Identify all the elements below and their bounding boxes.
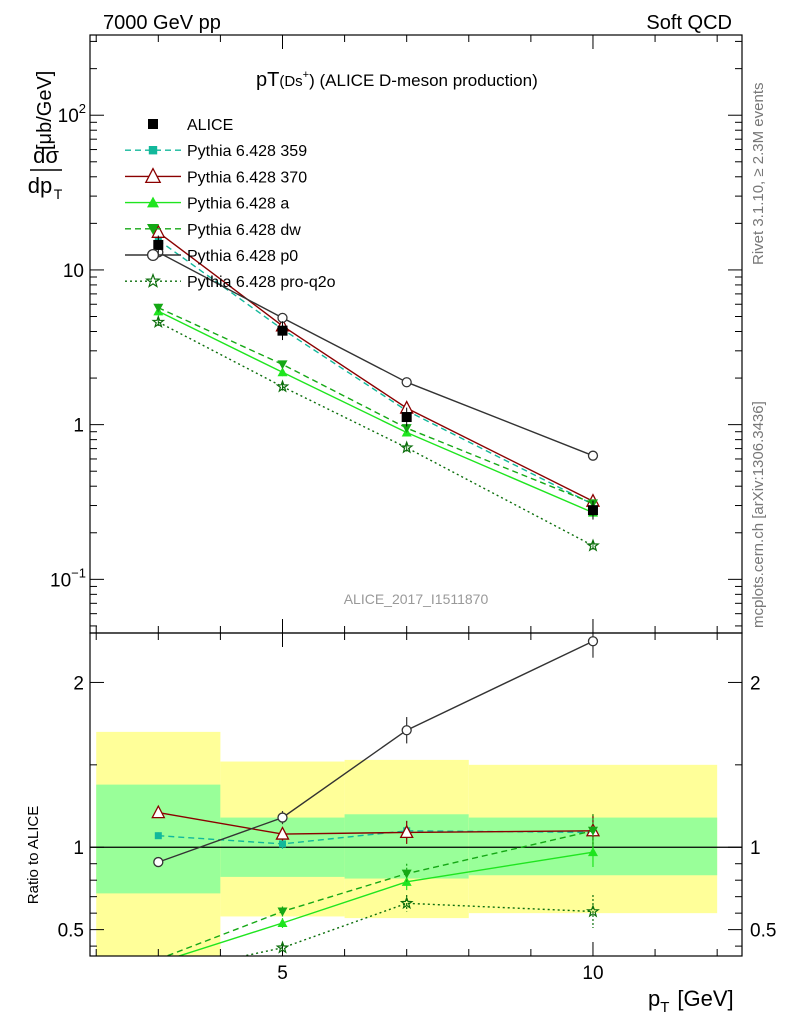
main-marker-series-3 — [401, 424, 412, 434]
legend-label-series-1: Pythia 6.428 370 — [187, 169, 307, 186]
ratio-line-series-4 — [158, 640, 594, 863]
main-panel-axes: 102 10 1 10−1 — [50, 35, 742, 633]
x-tick-label: 5 — [277, 963, 288, 984]
svg-text:dσ: dσ — [33, 143, 59, 168]
ratio-marker-series-1 — [399, 824, 414, 839]
x-axis-label: pT [GeV] — [648, 986, 734, 1016]
data-point-alice — [401, 412, 412, 423]
header-left: 7000 GeV pp — [103, 12, 221, 34]
legend-label-series-2: Pythia 6.428 a — [187, 196, 289, 213]
main-marker-series-5 — [586, 538, 600, 552]
main-line-series-3 — [158, 307, 594, 504]
main-marker-series-4 — [587, 450, 599, 461]
main-marker-series-4 — [277, 312, 288, 324]
ratio-panel-series — [151, 633, 601, 956]
svg-text:T: T — [54, 186, 63, 202]
ratio-y-tick-label-right: 0.5 — [750, 921, 776, 942]
ratio-panel-frame — [89, 632, 743, 957]
ratio-marker-series-2 — [587, 847, 598, 857]
y-axis-label-top: dσ dp T [μb/GeV] — [28, 71, 63, 202]
main-line-series-1 — [157, 231, 594, 502]
ratio-y-tick-label-left: 0.5 — [58, 921, 84, 942]
main-marker-series-3 — [277, 360, 288, 370]
ratio-marker-series-0 — [278, 840, 286, 848]
ratio-marker-series-4 — [153, 856, 164, 868]
legend-entry-alice: ALICE — [148, 117, 233, 134]
main-marker-series-3 — [153, 303, 164, 313]
y-axis-label-bottom: Ratio to ALICE — [25, 806, 42, 904]
data-point-alice — [277, 325, 288, 336]
ratio-line-series-2 — [176, 851, 594, 956]
header-right: Soft QCD — [646, 12, 732, 34]
ratio-y-tick-label-right: 2 — [750, 673, 761, 694]
legend-entry-series-2: Pythia 6.428 a — [125, 196, 289, 213]
legend-entry-series-0: Pythia 6.428 359 — [125, 143, 307, 160]
y-tick-label: 102 — [58, 101, 86, 127]
mcplots-reference-label: mcplots.cern.ch [arXiv:1306.3436] — [750, 401, 767, 628]
ratio-marker-series-1 — [275, 826, 290, 840]
ratio-marker-series-4 — [587, 636, 599, 647]
ratio-marker-series-0 — [154, 832, 162, 840]
legend-entry-series-5: Pythia 6.428 pro-q2o — [125, 272, 336, 291]
main-line-series-4 — [157, 251, 594, 457]
main-marker-series-4 — [401, 377, 412, 388]
ratio-line-series-1 — [158, 811, 594, 835]
ratio-y-tick-label-left: 1 — [73, 838, 84, 859]
main-marker-series-5 — [399, 440, 414, 454]
legend-marker-series-5 — [145, 272, 161, 288]
ratio-marker-series-4 — [401, 725, 412, 736]
ratio-y-tick-label-right: 1 — [750, 838, 761, 859]
analysis-id-label: ALICE_2017_I1511870 — [344, 591, 489, 607]
legend-marker-alice — [148, 119, 158, 129]
ratio-marker-series-5 — [586, 904, 600, 918]
main-marker-series-2 — [277, 367, 288, 377]
data-point-alice — [587, 505, 598, 516]
y-tick-label: 10 — [63, 261, 84, 282]
main-marker-series-5 — [151, 314, 166, 329]
main-line-series-5 — [157, 321, 594, 547]
ratio-y-tick-label-left: 2 — [73, 673, 84, 694]
svg-text:[μb/GeV]: [μb/GeV] — [34, 71, 56, 150]
ratio-series-clipped — [151, 633, 601, 956]
legend-marker-series-4 — [146, 248, 160, 262]
ratio-marker-series-5 — [399, 896, 414, 910]
legend-entry-series-3: Pythia 6.428 dw — [125, 222, 301, 239]
legend-label-alice: ALICE — [187, 117, 233, 134]
ratio-marker-series-5 — [275, 940, 290, 954]
ratio-marker-series-3 — [587, 826, 598, 836]
legend-entry-series-4: Pythia 6.428 p0 — [125, 248, 298, 265]
data-point-alice — [153, 239, 164, 250]
main-line-series-2 — [157, 310, 594, 514]
legend-entry-series-1: Pythia 6.428 370 — [125, 167, 307, 186]
ratio-marker-series-3 — [277, 907, 288, 917]
y-tick-label: 1 — [73, 416, 84, 437]
rivet-version-label: Rivet 3.1.10, ≥ 2.3M events — [750, 83, 767, 266]
plot-title: pT(Ds+) (ALICE D-meson production) — [256, 69, 538, 91]
main-marker-series-5 — [275, 379, 290, 393]
legend-label-series-0: Pythia 6.428 359 — [187, 143, 307, 160]
ratio-marker-series-4 — [277, 812, 288, 823]
ratio-marker-series-2 — [277, 918, 288, 928]
y-tick-label: 10−1 — [50, 565, 86, 591]
legend: ALICE Pythia 6.428 359 Pythia 6.428 370 Pyt… — [125, 117, 336, 291]
legend-label-series-3: Pythia 6.428 dw — [187, 222, 301, 239]
ratio-marker-series-1 — [151, 804, 166, 819]
legend-label-series-4: Pythia 6.428 p0 — [187, 248, 298, 265]
legend-marker-series-3 — [147, 224, 159, 235]
legend-marker-series-0 — [148, 146, 158, 155]
ratio-marker-series-3 — [401, 869, 412, 879]
legend-marker-series-2 — [147, 196, 159, 208]
legend-label-series-5: Pythia 6.428 pro-q2o — [187, 274, 336, 291]
legend-marker-series-1 — [144, 167, 162, 184]
main-line-series-0 — [157, 239, 594, 506]
svg-text:dp: dp — [28, 173, 52, 198]
x-tick-label: 10 — [582, 963, 603, 984]
